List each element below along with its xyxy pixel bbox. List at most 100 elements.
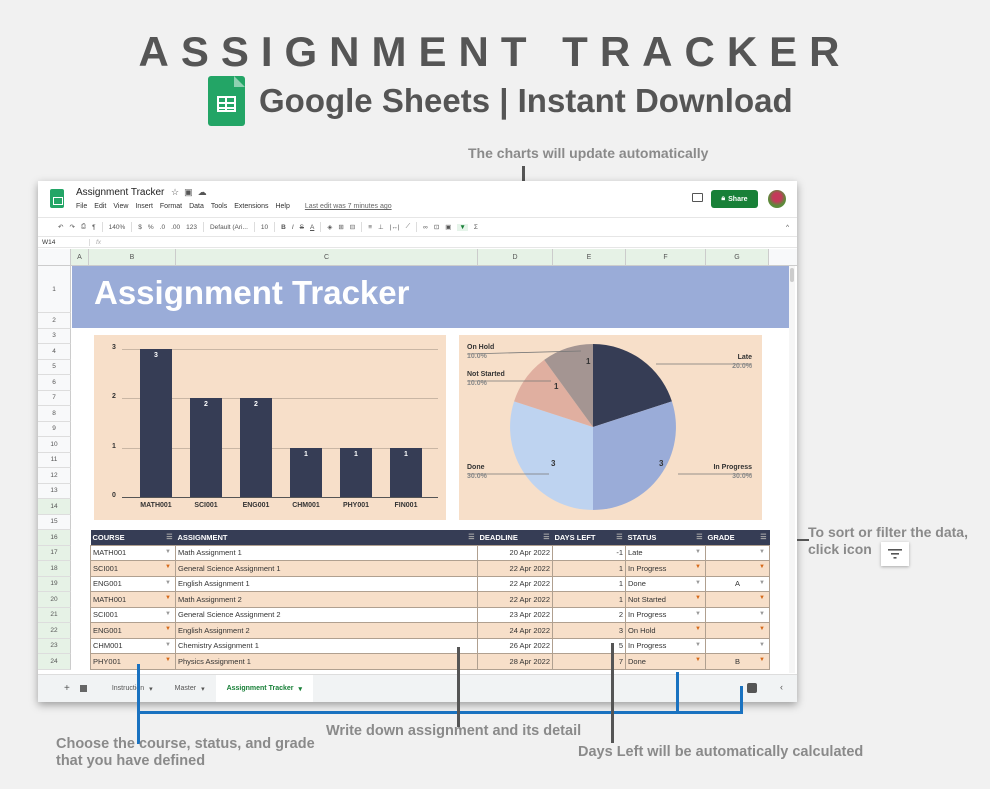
fill-color-icon[interactable]: ◈ — [327, 224, 333, 231]
link-icon[interactable]: ∞ — [423, 223, 428, 231]
row-header[interactable]: 6 — [38, 375, 71, 391]
bar-phy001[interactable]: 1 — [340, 448, 372, 497]
deadline-cell[interactable]: 28 Apr 2022 — [477, 653, 553, 670]
status-dropdown[interactable]: In Progress ▼ — [625, 560, 706, 577]
assignment-cell[interactable]: English Assignment 2 — [175, 622, 478, 639]
tab-assignment-tracker[interactable]: Assignment Tracker ▾ — [215, 674, 314, 702]
column-header-a[interactable]: A — [71, 249, 89, 265]
tab-master[interactable]: Master ▾ — [174, 685, 205, 693]
vertical-scrollbar[interactable] — [789, 266, 795, 673]
row-header[interactable]: 18 — [38, 561, 71, 577]
side-panel-toggle-icon[interactable]: ‹ — [780, 682, 783, 692]
name-box[interactable]: W14 — [38, 238, 90, 246]
last-edit-link[interactable]: Last edit was 7 minutes ago — [304, 203, 392, 210]
course-dropdown[interactable]: SCI001 ▼ — [90, 560, 176, 577]
menu-format[interactable]: Format — [159, 203, 183, 210]
row-header[interactable]: 2 — [38, 313, 71, 329]
course-dropdown[interactable]: ENG001 ▼ — [90, 575, 176, 592]
filter-icon[interactable]: ☰ — [616, 534, 623, 541]
status-dropdown[interactable]: In Progress ▼ — [625, 606, 706, 623]
column-header-c[interactable]: C — [176, 249, 478, 265]
row-header[interactable]: 8 — [38, 406, 71, 422]
more-formats-button[interactable]: 123 — [186, 223, 197, 231]
align-vertical-icon[interactable]: ⊥ — [378, 224, 384, 231]
align-horizontal-icon[interactable]: ≡ — [368, 223, 373, 231]
menu-insert[interactable]: Insert — [135, 203, 153, 210]
column-header-b[interactable]: B — [89, 249, 176, 265]
status-dropdown[interactable]: On Hold ▼ — [625, 622, 706, 639]
course-dropdown[interactable]: CHM001 ▼ — [90, 637, 176, 654]
row-header[interactable]: 7 — [38, 390, 71, 406]
italic-button[interactable]: I — [291, 223, 294, 231]
row-header[interactable]: 24 — [38, 654, 71, 670]
row-header[interactable]: 22 — [38, 623, 71, 639]
column-header-g[interactable]: G — [706, 249, 769, 265]
text-rotate-icon[interactable]: ⟋ — [405, 223, 411, 230]
insert-chart-icon[interactable]: ▣ — [445, 224, 452, 231]
status-dropdown[interactable]: Done ▼ — [625, 653, 706, 670]
assignment-cell[interactable]: General Science Assignment 2 — [175, 606, 478, 623]
currency-button[interactable]: $ — [138, 223, 142, 231]
percent-button[interactable]: % — [147, 223, 154, 231]
comment-icon[interactable] — [692, 193, 703, 202]
paint-format-icon[interactable]: ¶ — [92, 223, 96, 231]
status-dropdown[interactable]: Late ▼ — [625, 544, 706, 561]
strikethrough-button[interactable]: S — [299, 223, 304, 231]
grade-dropdown[interactable]: B ▼ — [705, 653, 770, 670]
row-header[interactable]: 5 — [38, 359, 71, 375]
collapse-toolbar-icon[interactable]: ^ — [785, 223, 789, 231]
menu-tools[interactable]: Tools — [210, 203, 228, 210]
merge-cells-icon[interactable]: ⊟ — [349, 224, 356, 231]
row-header[interactable]: 10 — [38, 437, 71, 453]
font-select[interactable]: Default (Ari... — [209, 223, 248, 231]
status-dropdown[interactable]: Not Started ▼ — [625, 591, 706, 608]
deadline-cell[interactable]: 22 Apr 2022 — [477, 560, 553, 577]
row-header[interactable]: 20 — [38, 592, 71, 608]
font-size-select[interactable]: 10 — [260, 223, 269, 231]
column-header-e[interactable]: E — [553, 249, 626, 265]
assignment-cell[interactable]: English Assignment 1 — [175, 575, 478, 592]
avatar[interactable] — [768, 190, 786, 208]
grade-dropdown[interactable]: ▼ — [705, 591, 770, 608]
filter-icon[interactable]: ☰ — [760, 534, 767, 541]
borders-icon[interactable]: ⊞ — [338, 224, 344, 231]
course-dropdown[interactable]: ENG001 ▼ — [90, 622, 176, 639]
course-dropdown[interactable]: SCI001 ▼ — [90, 606, 176, 623]
row-header[interactable]: 15 — [38, 514, 71, 530]
row-header[interactable]: 19 — [38, 576, 71, 592]
bold-button[interactable]: B — [281, 223, 286, 231]
assignment-cell[interactable]: General Science Assignment 1 — [175, 560, 478, 577]
course-dropdown[interactable]: PHY001 ▼ — [90, 653, 176, 670]
assignment-cell[interactable]: Chemistry Assignment 1 — [175, 637, 478, 654]
row-header[interactable]: 23 — [38, 638, 71, 654]
filter-icon[interactable]: ☰ — [543, 534, 550, 541]
course-bar-chart[interactable]: 3 2 1 0 3 2 2 1 1 1 MATH001 SCI001 ENG00… — [94, 335, 446, 520]
menu-help[interactable]: Help — [275, 203, 290, 210]
row-header[interactable]: 1 — [38, 266, 71, 313]
menu-view[interactable]: View — [113, 203, 129, 210]
grade-dropdown[interactable]: ▼ — [705, 637, 770, 654]
deadline-cell[interactable]: 20 Apr 2022 — [477, 544, 553, 561]
menu-edit[interactable]: Edit — [94, 203, 107, 210]
status-dropdown[interactable]: Done ▼ — [625, 575, 706, 592]
increase-decimal-button[interactable]: .00 — [171, 223, 181, 231]
assignment-cell[interactable]: Physics Assignment 1 — [175, 653, 478, 670]
bar-math001[interactable]: 3 — [140, 349, 172, 497]
column-header-d[interactable]: D — [478, 249, 553, 265]
status-dropdown[interactable]: In Progress ▼ — [625, 637, 706, 654]
filter-icon[interactable]: ☰ — [166, 534, 173, 541]
row-header[interactable]: 16 — [38, 530, 71, 546]
grade-dropdown[interactable]: ▼ — [705, 622, 770, 639]
menu-extensions[interactable]: Extensions — [234, 203, 269, 210]
bar-sci001[interactable]: 2 — [190, 398, 222, 497]
zoom-select[interactable]: 140% — [108, 223, 126, 231]
row-header[interactable]: 4 — [38, 344, 71, 360]
deadline-cell[interactable]: 22 Apr 2022 — [477, 591, 553, 608]
grade-dropdown[interactable]: ▼ — [705, 560, 770, 577]
assignment-cell[interactable]: Math Assignment 2 — [175, 591, 478, 608]
print-icon[interactable]: ⎙ — [80, 223, 87, 230]
text-color-button[interactable]: A — [310, 223, 315, 231]
redo-icon[interactable]: ↷ — [69, 224, 75, 231]
functions-button[interactable]: Σ — [473, 223, 478, 231]
decrease-decimal-button[interactable]: .0 — [159, 223, 166, 231]
